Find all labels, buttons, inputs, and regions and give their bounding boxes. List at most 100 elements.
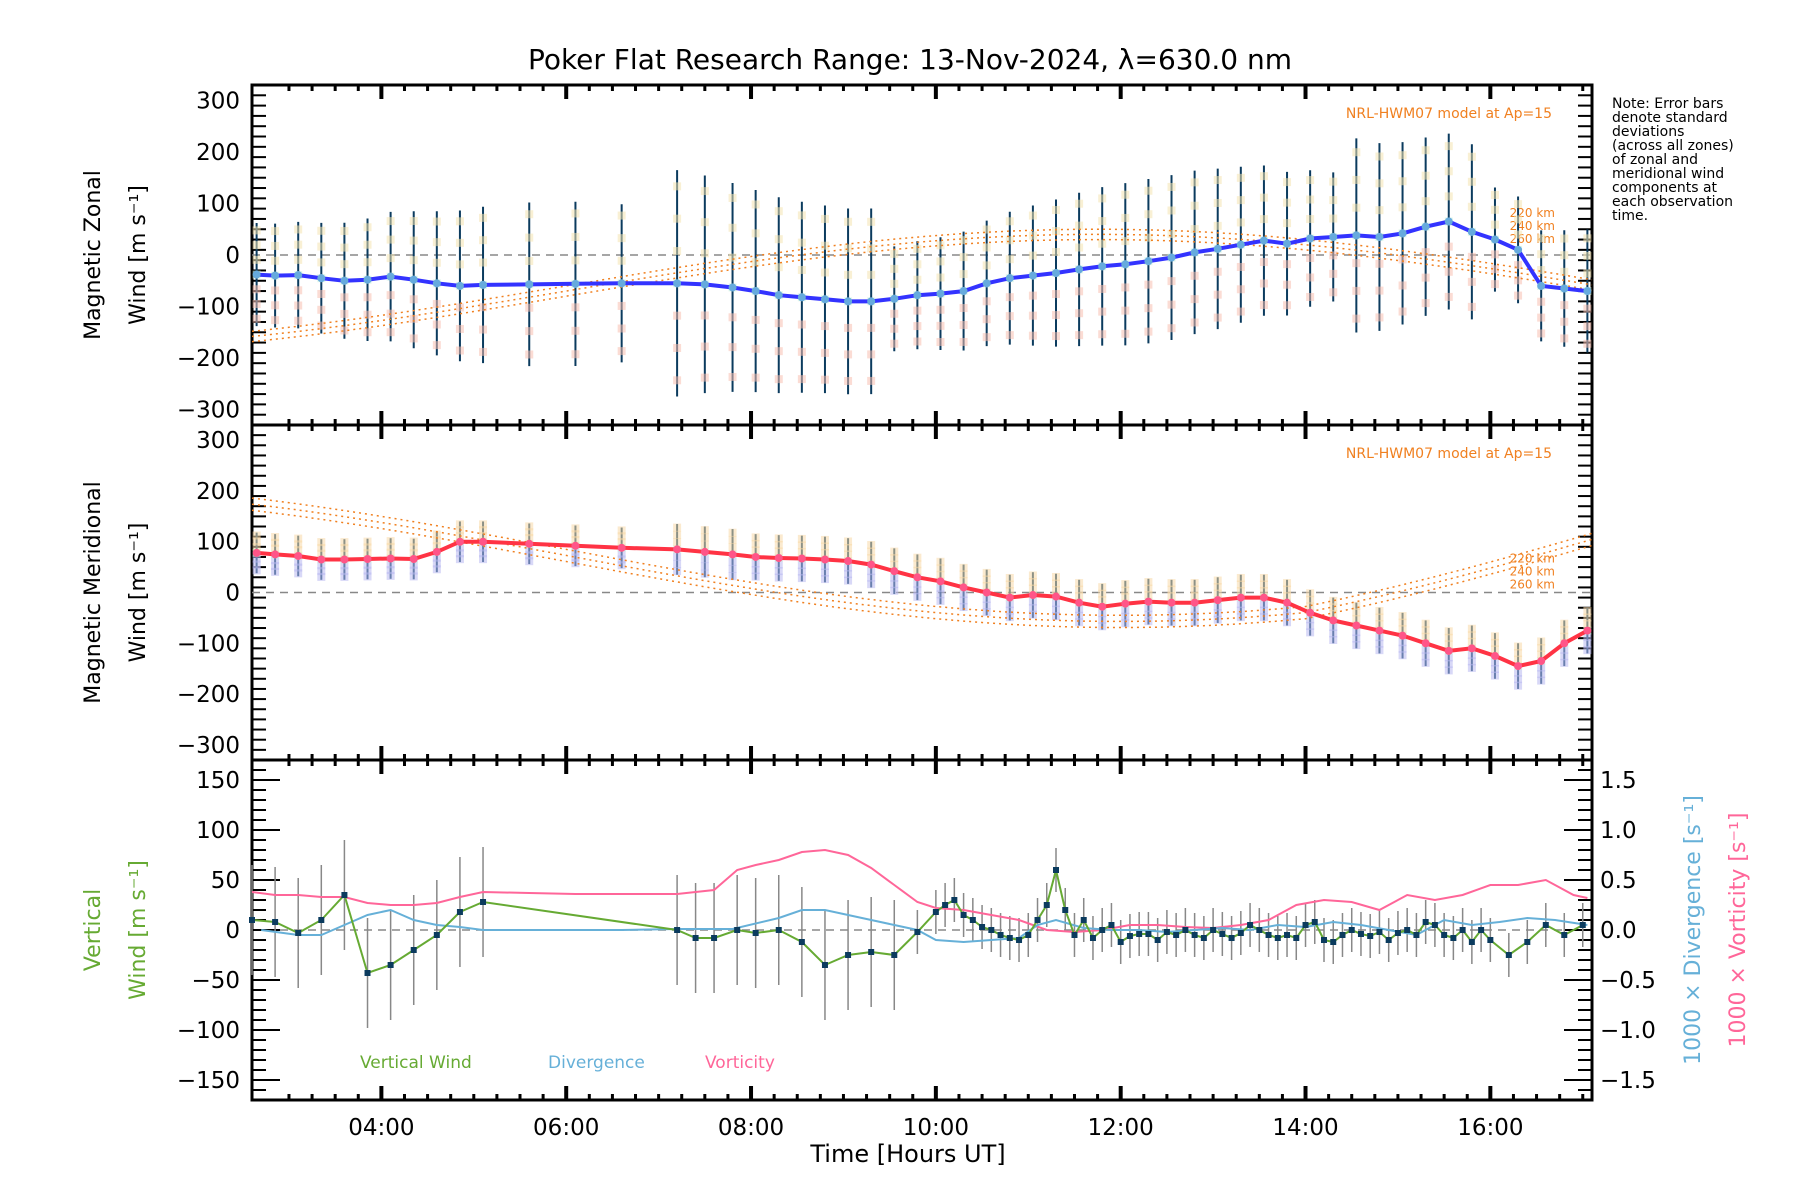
zone-sample-point (1098, 239, 1107, 248)
data-point (386, 272, 395, 281)
x-tick-label: 16:00 (1457, 1115, 1523, 1141)
zone-sample-point (1167, 592, 1176, 601)
y-tick-label: −200 (177, 682, 240, 708)
zone-sample-point (1352, 628, 1361, 637)
note-line: meridional wind (1612, 166, 1724, 182)
zone-sample-point (890, 324, 899, 333)
zone-sample-point (1352, 286, 1361, 295)
zone-sample-point (774, 235, 783, 244)
y2-axis-label-vorticity: 1000 × Vorticity [s⁻¹] (1726, 813, 1751, 1048)
data-point (249, 917, 255, 923)
zone-sample-point (1514, 655, 1523, 664)
zone-sample-point (363, 537, 372, 546)
zone-sample-point (1490, 638, 1499, 647)
zone-sample-point (1005, 293, 1014, 302)
zone-sample-point (1121, 619, 1130, 628)
y-tick-label: −100 (177, 631, 240, 657)
zone-sample-point (252, 543, 261, 552)
zone-sample-point (1490, 205, 1499, 214)
zone-sample-point (1121, 612, 1130, 621)
zone-sample-point (982, 581, 991, 590)
zone-sample-point (340, 260, 349, 269)
zone-sample-point (525, 522, 534, 531)
zone-sample-point (1444, 627, 1453, 636)
zone-sample-point (271, 538, 280, 547)
zone-sample-point (700, 569, 709, 578)
data-point (295, 930, 302, 936)
zone-sample-point (700, 187, 709, 196)
zone-sample-point (751, 566, 760, 575)
data-point (797, 554, 806, 563)
data-point (1284, 932, 1291, 938)
zone-sample-point (1098, 284, 1107, 293)
data-point (1005, 274, 1014, 283)
y-tick-label: 100 (196, 191, 240, 217)
data-point (844, 297, 853, 306)
zone-sample-point (617, 347, 626, 356)
zone-sample-point (617, 256, 626, 265)
zone-sample-point (252, 537, 261, 546)
data-point (1053, 867, 1059, 873)
y-tick-label: 200 (196, 140, 240, 166)
zone-sample-point (1467, 277, 1476, 286)
zone-sample-point (1098, 615, 1107, 624)
zone-sample-point (479, 347, 488, 356)
data-point (1537, 657, 1546, 666)
zone-sample-point (1167, 605, 1176, 614)
y2-tick-label: 0.5 (1600, 868, 1637, 894)
zone-sample-point (728, 557, 737, 566)
data-point (1191, 932, 1198, 938)
zone-sample-point (1514, 675, 1523, 684)
data-point (1121, 260, 1130, 269)
zone-sample-point (867, 244, 876, 253)
zone-sample-point (294, 546, 303, 555)
y2-tick-label: −1.0 (1600, 1018, 1656, 1044)
zone-sample-point (294, 557, 303, 566)
data-point (728, 550, 737, 559)
zone-sample-point (455, 549, 464, 558)
zone-sample-point (1028, 211, 1037, 220)
y-tick-label: 0 (225, 581, 240, 607)
x-axis-label: Time [Hours UT] (809, 1140, 1005, 1168)
zone-sample-point (1537, 266, 1546, 275)
zone-sample-point (1514, 215, 1523, 224)
zone-sample-point (455, 238, 464, 247)
zone-sample-point (959, 576, 968, 585)
zone-sample-point (340, 543, 349, 552)
data-point (1311, 919, 1318, 925)
data-point (1005, 593, 1014, 602)
zone-sample-point (1005, 600, 1014, 609)
data-point (1062, 907, 1069, 913)
data-point (1167, 253, 1176, 262)
zone-sample-point (525, 533, 534, 542)
zone-sample-point (252, 560, 261, 569)
zone-sample-point (294, 569, 303, 578)
data-point (1352, 621, 1361, 630)
zone-sample-point (1213, 198, 1222, 207)
data-point (1413, 932, 1420, 938)
zone-sample-point (936, 564, 945, 573)
zone-sample-point (294, 240, 303, 249)
zone-sample-point (1398, 281, 1407, 290)
zone-sample-point (1075, 221, 1084, 230)
y-tick-label: −50 (191, 968, 240, 994)
zone-sample-point (1514, 276, 1523, 285)
zone-sample-point (1375, 606, 1384, 615)
data-point (1190, 598, 1199, 607)
zone-sample-point (1028, 251, 1037, 260)
zone-sample-point (1398, 618, 1407, 627)
zone-sample-point (1213, 583, 1222, 592)
zone-sample-point (363, 258, 372, 267)
zone-sample-point (617, 555, 626, 564)
zone-sample-point (1467, 631, 1476, 640)
y-tick-label: 0 (225, 243, 240, 269)
zone-sample-point (913, 586, 922, 595)
zone-sample-point (294, 225, 303, 234)
data-point (1561, 932, 1568, 938)
zone-sample-point (1444, 666, 1453, 675)
zone-sample-point (1490, 664, 1499, 673)
zone-sample-point (1005, 613, 1014, 622)
zone-sample-point (1444, 142, 1453, 151)
data-point (1283, 598, 1292, 607)
zone-sample-point (867, 547, 876, 556)
